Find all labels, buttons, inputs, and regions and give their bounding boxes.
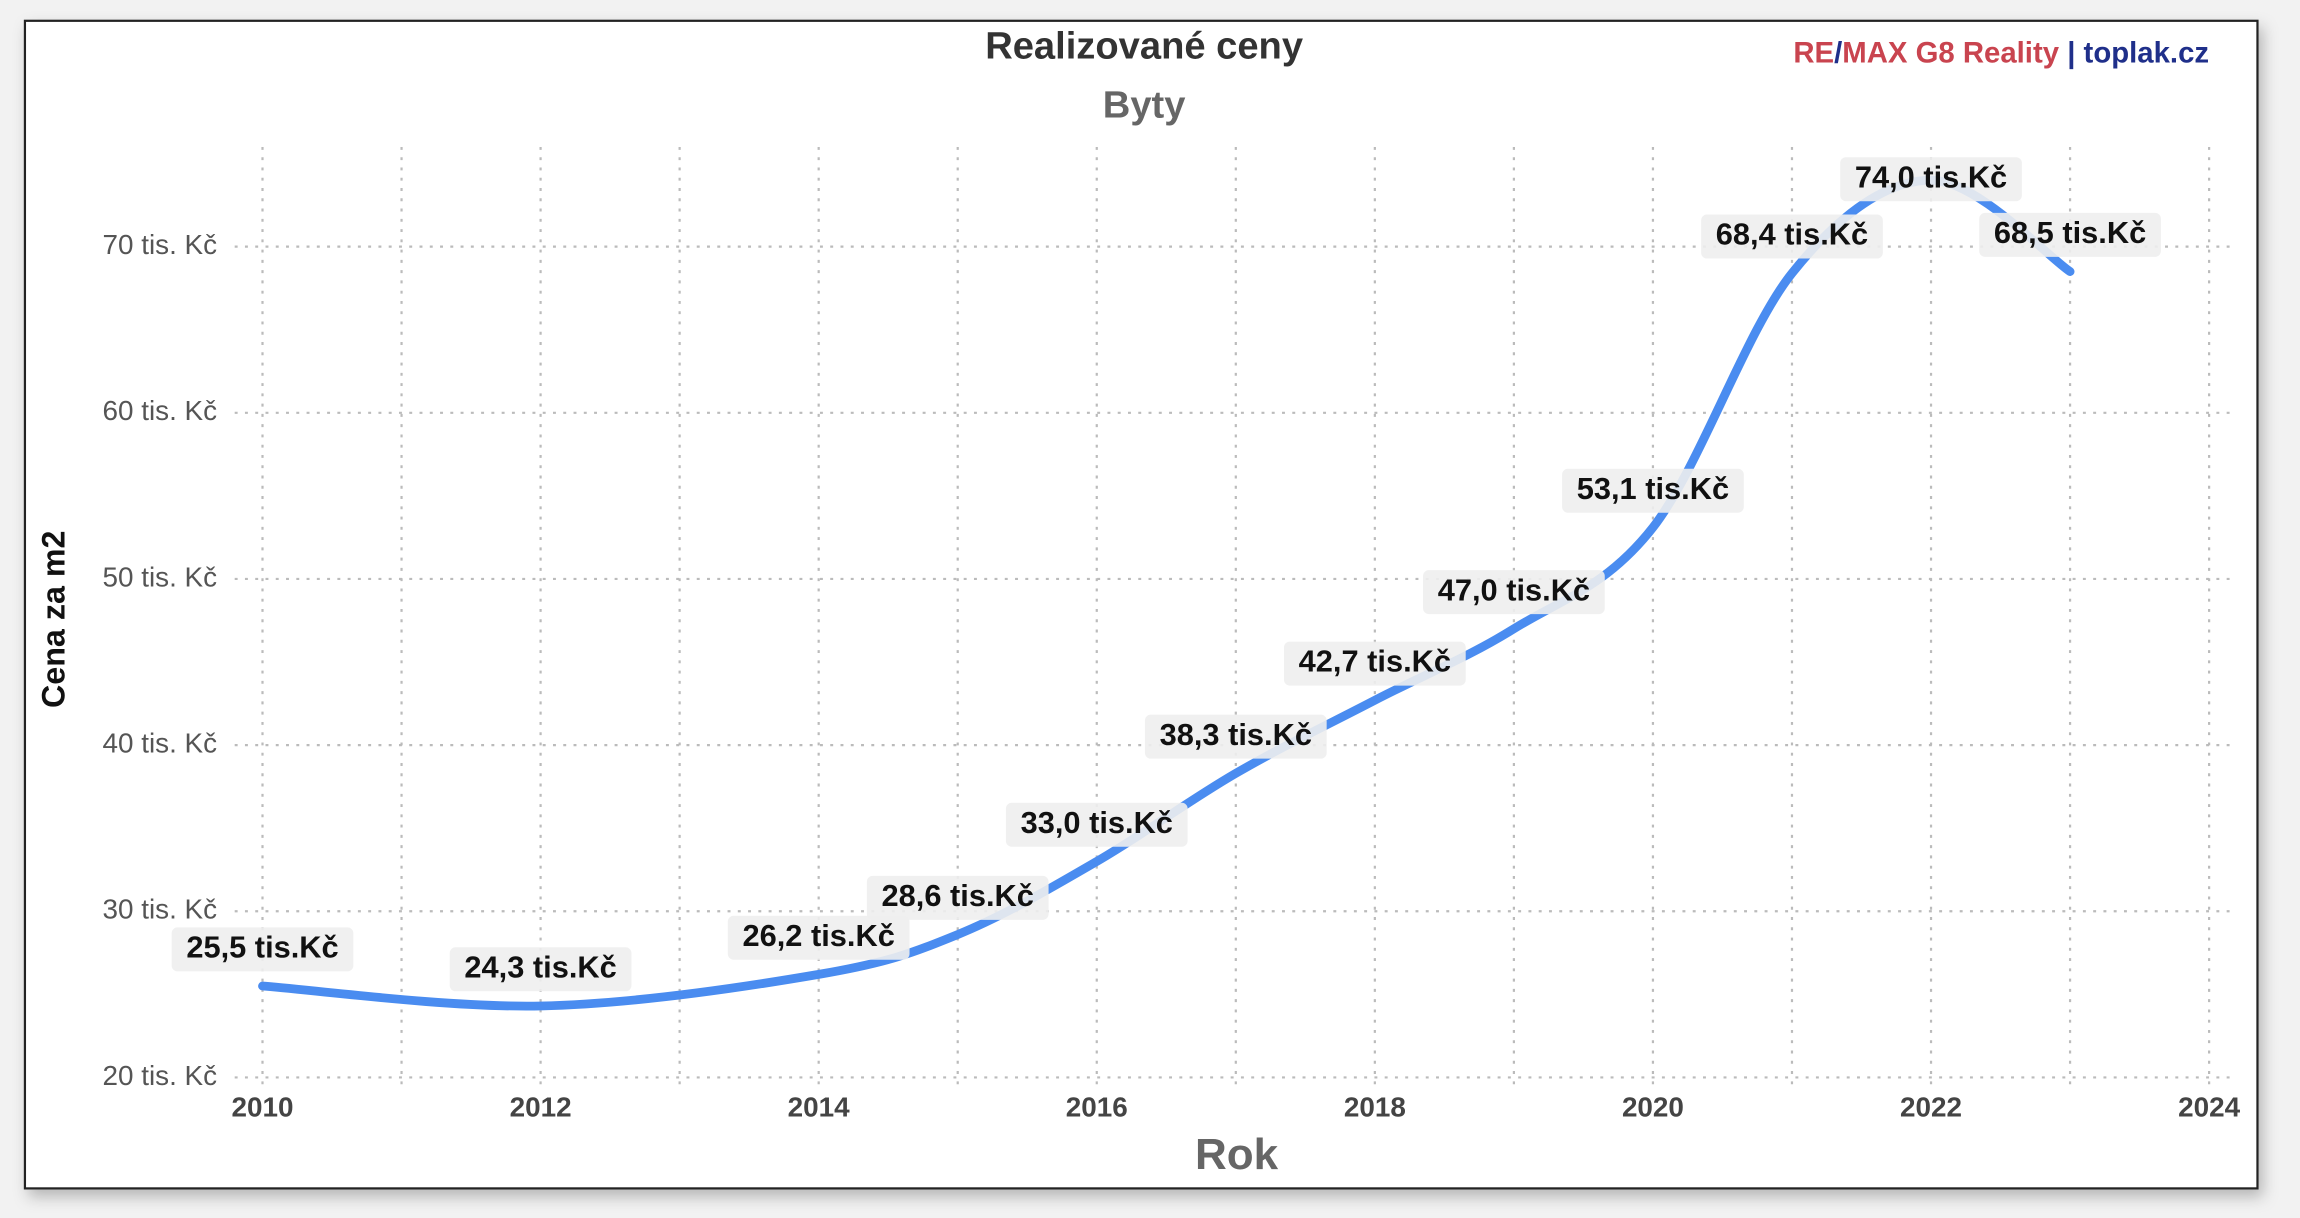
x-tick-label: 2022 <box>1900 1092 1962 1123</box>
data-label: 53,1 tis.Kč <box>1577 471 1729 506</box>
data-label-box <box>1423 570 1605 615</box>
y-tick-label: 50 tis. Kč <box>102 561 217 592</box>
data-label-group: 53,1 tis.Kč <box>1562 468 1744 513</box>
y-tick-label: 70 tis. Kč <box>102 229 217 260</box>
brand-part: | toplak.cz <box>2059 36 2209 69</box>
data-label: 47,0 tis.Kč <box>1438 572 1590 607</box>
data-label: 33,0 tis.Kč <box>1021 805 1173 840</box>
data-label-box <box>727 915 910 960</box>
data-label-group: 74,0 tis.Kč <box>1840 157 2022 202</box>
data-label-group: 25,5 tis.Kč <box>171 927 354 972</box>
data-label-box <box>1562 468 1744 513</box>
brand-part: / <box>1834 36 1842 69</box>
data-label-box <box>866 875 1049 920</box>
y-axis-title: Cena za m2 <box>35 530 71 708</box>
y-tick-label: 20 tis. Kč <box>102 1060 217 1091</box>
data-label: 74,0 tis.Kč <box>1855 159 2007 194</box>
data-label: 24,3 tis.Kč <box>464 949 616 984</box>
data-label-group: 68,5 tis.Kč <box>1979 212 2161 257</box>
data-label-box <box>1283 641 1466 686</box>
x-tick-label: 2016 <box>1066 1092 1128 1123</box>
data-label-box <box>449 947 632 992</box>
x-tick-label: 2014 <box>788 1092 850 1123</box>
data-label-group: 42,7 tis.Kč <box>1283 641 1466 686</box>
data-label-group: 68,4 tis.Kč <box>1701 214 1883 259</box>
data-label-group: 47,0 tis.Kč <box>1423 570 1605 615</box>
data-label: 28,6 tis.Kč <box>882 878 1034 913</box>
data-label: 42,7 tis.Kč <box>1299 644 1451 679</box>
y-tick-label: 60 tis. Kč <box>102 395 217 426</box>
data-label-group: 24,3 tis.Kč <box>449 947 632 992</box>
data-label-box <box>1701 214 1883 259</box>
data-label: 68,4 tis.Kč <box>1716 217 1868 252</box>
data-label: 38,3 tis.Kč <box>1160 717 1312 752</box>
data-label-group: 28,6 tis.Kč <box>866 875 1049 920</box>
x-tick-label: 2024 <box>2178 1092 2240 1123</box>
brand: RE/MAX G8 Reality | toplak.cz <box>1793 36 2209 69</box>
chart-title: Realizované ceny <box>985 25 1303 68</box>
data-label: 25,5 tis.Kč <box>186 929 338 964</box>
x-tick-label: 2010 <box>232 1092 294 1123</box>
y-tick-label: 30 tis. Kč <box>102 894 217 925</box>
data-label-box <box>1979 212 2161 257</box>
data-label-box <box>171 927 354 972</box>
x-axis-title: Rok <box>1195 1130 1279 1179</box>
x-tick-label: 2020 <box>1622 1092 1684 1123</box>
data-label: 68,5 tis.Kč <box>1994 215 2146 250</box>
x-tick-label: 2018 <box>1344 1092 1406 1123</box>
brand-part: MAX G8 Reality <box>1842 36 2059 69</box>
data-label-box <box>1005 802 1188 847</box>
brand-part: RE <box>1793 36 1834 69</box>
x-tick-label: 2012 <box>510 1092 572 1123</box>
data-label-group: 33,0 tis.Kč <box>1005 802 1188 847</box>
y-tick-label: 40 tis. Kč <box>102 727 217 758</box>
data-label-box <box>1144 714 1327 759</box>
frame <box>23 19 2259 1190</box>
data-label-group: 38,3 tis.Kč <box>1144 714 1327 759</box>
data-label: 26,2 tis.Kč <box>742 918 894 953</box>
data-label-group: 26,2 tis.Kč <box>727 915 910 960</box>
data-label-box <box>1840 157 2022 202</box>
chart-subtitle: Byty <box>1103 83 1186 126</box>
